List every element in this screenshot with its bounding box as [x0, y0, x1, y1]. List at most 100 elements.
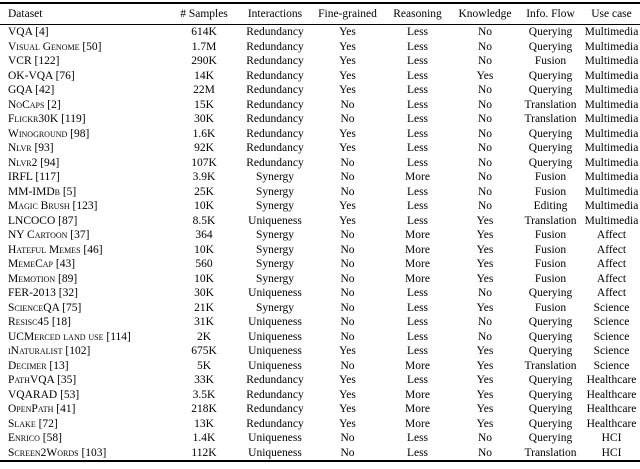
knowledge-cell: Yes — [476, 374, 494, 386]
info-flow-cell: Translation — [524, 98, 577, 111]
knowledge-cell: Yes — [476, 388, 494, 401]
dataset-cell: MM-IMDb [5] — [8, 185, 77, 198]
samples-cell: 13K — [194, 417, 214, 430]
knowledge-cell: No — [477, 26, 493, 38]
reasoning-cell: More — [405, 417, 430, 430]
interactions-cell: Uniqueness — [248, 446, 302, 459]
samples-cell: 22M — [193, 84, 215, 96]
use-case-cell: Multimedia — [584, 214, 639, 227]
dataset-cell: UCMerced land use [114] — [8, 330, 131, 343]
info-flow-cell: Querying — [528, 40, 573, 53]
knowledge-cell: No — [477, 55, 493, 67]
dataset-cell: Screen2Words [103] — [8, 446, 107, 459]
knowledge-cell: Yes — [476, 243, 494, 256]
info-flow-cell: Querying — [528, 26, 573, 38]
knowledge-cell: No — [477, 432, 493, 444]
info-flow-cell: Querying — [528, 142, 573, 154]
interactions-cell: Redundancy — [246, 403, 304, 415]
col-header-knowledge: Knowledge — [452, 3, 518, 25]
samples-cell: 218K — [191, 403, 217, 415]
interactions-cell: Uniqueness — [248, 214, 302, 227]
interactions-cell: Redundancy — [246, 417, 304, 430]
samples-cell: 614K — [191, 26, 217, 38]
dataset-cell: OpenPath [41] — [8, 403, 76, 415]
dataset-cell: Nlvr [93] — [8, 142, 54, 154]
info-flow-cell: Querying — [528, 374, 573, 386]
info-flow-cell: Querying — [528, 432, 573, 444]
table-row: GQA [42] 22M Redundancy Yes Less No Querying Mu… — [0, 83, 640, 98]
dataset-cell: Winoground [98] — [8, 127, 90, 140]
col-header-interactions: Interactions — [238, 3, 312, 25]
table-row: OpenPath [41] 218K Redundancy Yes More Yes Que… — [0, 402, 640, 417]
table-row: Memotion [89] 10K Synergy No More Yes Fusion Af… — [0, 272, 640, 287]
knowledge-cell: Yes — [476, 69, 494, 82]
fine-grained-cell: No — [340, 301, 355, 314]
reasoning-cell: Less — [406, 316, 429, 328]
info-flow-cell: Fusion — [534, 243, 567, 256]
knowledge-cell: Yes — [476, 417, 494, 430]
knowledge-cell: No — [477, 84, 493, 96]
info-flow-cell: Querying — [528, 388, 573, 401]
table-row: Nlvr [93] 92K Redundancy Yes Less No Querying M… — [0, 141, 640, 156]
samples-cell: 21K — [194, 301, 214, 314]
dataset-cell: PathVQA [35] — [8, 374, 77, 386]
samples-cell: 8.5K — [192, 214, 216, 227]
use-case-cell: Multimedia — [584, 171, 639, 183]
reasoning-cell: More — [405, 272, 430, 285]
use-case-cell: Multimedia — [584, 156, 639, 169]
fine-grained-cell: No — [340, 98, 355, 111]
knowledge-cell: No — [477, 287, 493, 299]
samples-cell: 10K — [194, 200, 214, 212]
interactions-cell: Synergy — [255, 272, 295, 285]
dataset-cell: Nlvr2 [94] — [8, 156, 60, 169]
table-row: FER-2013 [32] 30K Uniqueness No Less No Queryi… — [0, 286, 640, 301]
samples-cell: 1.6K — [192, 127, 216, 140]
info-flow-cell: Fusion — [534, 55, 567, 67]
info-flow-cell: Querying — [528, 316, 573, 328]
samples-cell: 10K — [194, 272, 214, 285]
fine-grained-cell: No — [340, 272, 355, 285]
info-flow-cell: Querying — [528, 84, 573, 96]
table-row: NoCaps [2] 15K Redundancy No Less No Translati… — [0, 98, 640, 113]
use-case-cell: Affect — [596, 243, 627, 256]
col-header-use-case: Use case — [583, 3, 640, 25]
table-row: ScienceQA [75] 21K Synergy No Less Yes Fusion S… — [0, 301, 640, 316]
samples-cell: 15K — [194, 98, 214, 111]
interactions-cell: Synergy — [255, 229, 295, 241]
reasoning-cell: Less — [406, 446, 429, 459]
fine-grained-cell: Yes — [339, 345, 356, 357]
interactions-cell: Redundancy — [246, 374, 304, 386]
use-case-cell: Multimedia — [584, 55, 639, 67]
samples-cell: 31K — [194, 316, 214, 328]
col-header-samples: # Samples — [170, 3, 238, 25]
dataset-cell: Visual Genome [50] — [8, 40, 102, 53]
interactions-cell: Uniqueness — [248, 316, 302, 328]
info-flow-cell: Querying — [528, 287, 573, 299]
col-header-reasoning: Reasoning — [383, 3, 452, 25]
fine-grained-cell: Yes — [339, 69, 356, 82]
table-row: Magic Brush [123] 10K Synergy Yes Less No Edit… — [0, 199, 640, 214]
table-row: PathVQA [35] 33K Redundancy Yes Less Yes Query… — [0, 373, 640, 388]
table-row: VCR [122] 290K Redundancy Yes Less No Fusion Mu… — [0, 54, 640, 69]
samples-cell: 107K — [191, 156, 217, 169]
reasoning-cell: Less — [406, 301, 429, 314]
use-case-cell: Affect — [596, 258, 627, 270]
table-row: Slake [72] 13K Redundancy Yes More Yes Queryin… — [0, 417, 640, 432]
knowledge-cell: Yes — [476, 214, 494, 227]
use-case-cell: Multimedia — [584, 200, 639, 212]
info-flow-cell: Querying — [528, 69, 573, 82]
knowledge-cell: No — [477, 446, 493, 459]
use-case-cell: Science — [593, 345, 630, 357]
knowledge-cell: Yes — [476, 345, 494, 357]
use-case-cell: Multimedia — [584, 185, 639, 198]
dataset-cell: Hateful Memes [46] — [8, 243, 103, 256]
interactions-cell: Redundancy — [246, 113, 304, 125]
interactions-cell: Redundancy — [246, 98, 304, 111]
table-row: UCMerced land use [114] 2K Uniqueness No Les… — [0, 330, 640, 345]
use-case-cell: Multimedia — [584, 127, 639, 140]
samples-cell: 10K — [194, 243, 214, 256]
fine-grained-cell: No — [340, 185, 355, 198]
header-row: Dataset # Samples Interactions Fine-grai… — [0, 3, 640, 25]
samples-cell: 33K — [194, 374, 214, 386]
interactions-cell: Redundancy — [246, 127, 304, 140]
